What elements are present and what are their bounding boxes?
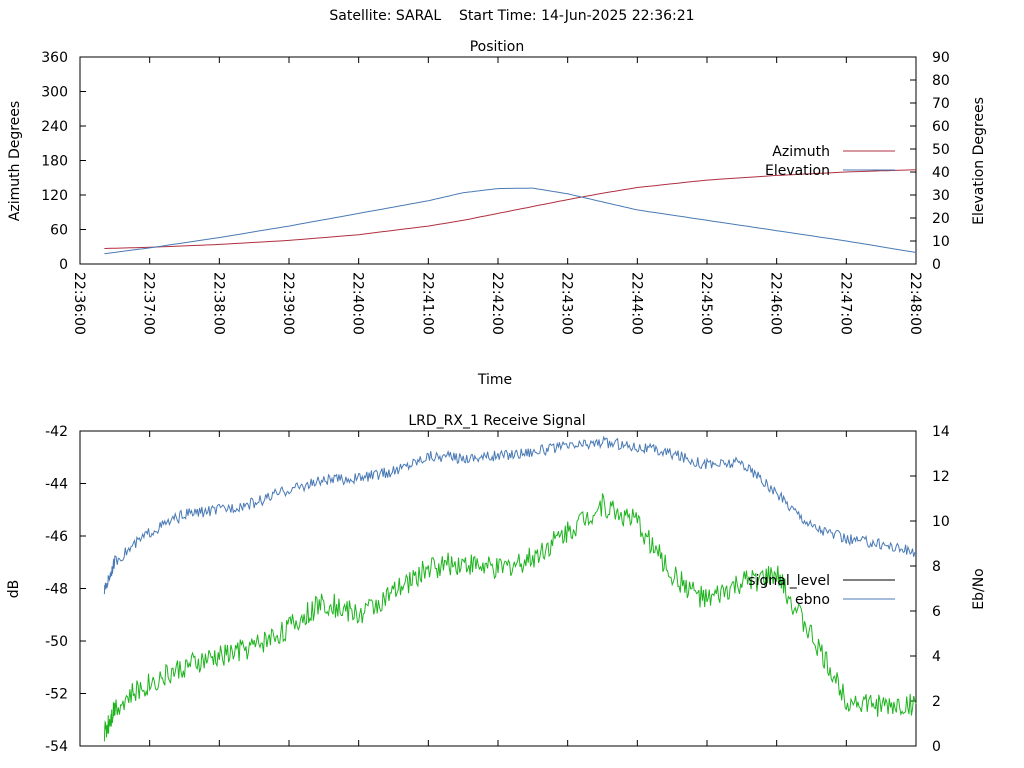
y2-tick-label: 10 [932,514,950,530]
signal-ticks: -54 -52 -50 -48 -46 -44 -42 0 2 4 6 8 10 12 14 [45,424,950,755]
y2-tick-label: 0 [932,257,941,273]
elevation-line [104,187,917,255]
x-tick-label: 22:48:00 [907,272,923,335]
y2-tick-label: 50 [932,142,950,158]
signal-chart: LRD_RX_1 Receive Signal -54-52-50-48-46-… [6,413,987,755]
y2-tick-label: 70 [932,96,950,112]
position-ticks: 22:36:00 22:37:00 22:38:00 22:39:00 22:40:00… [41,50,950,335]
y-tick-label: 360 [41,50,68,66]
y2-tick-label: 90 [932,50,950,66]
x-tick-label: 22:44:00 [628,272,644,335]
y-tick-label: -52 [45,687,68,703]
x-tick-label: 22:40:00 [350,272,366,335]
x-tick-label: 22:38:00 [210,272,226,335]
y-tick-label: -54 [45,739,68,755]
position-chart: Position 22:36:00 22:37:00 22:38:00 22:39:0… [7,39,987,388]
x-tick-label: 22:46:00 [768,272,784,335]
signal-series [103,435,917,742]
x-tick-label: 22:37:00 [141,272,157,335]
y-tick-label: 0 [59,257,68,273]
y2-tick-label: 30 [932,188,950,204]
y2-tick-label: 4 [932,649,941,665]
y-tick-label: 180 [41,154,68,170]
legend-signal-level-label: signal_level [748,573,830,589]
page-header: Satellite: SARAL Start Time: 14-Jun-2025… [0,8,1024,24]
signal-title: LRD_RX_1 Receive Signal [408,413,585,429]
y-tick-label: -46 [45,529,68,545]
y2-tick-label: 10 [932,234,950,250]
y2-tick-label: 12 [932,469,950,485]
x-tick-label: 22:47:00 [837,272,853,335]
y2-tick-label: 6 [932,604,941,620]
y-tick-label: -48 [45,582,68,598]
y-tick-label: 120 [41,188,68,204]
y2-tick-label: 2 [932,694,941,710]
y-tick-label: 60 [50,223,68,239]
signal-ylabel: dB [6,580,22,599]
y2-tick-label: 0 [932,739,941,755]
position-legend: Azimuth Elevation [765,144,895,179]
x-tick-label: 22:42:00 [489,272,505,335]
start-time-label: Start Time: 14-Jun-2025 22:36:21 [458,8,695,24]
signal-level-line [103,493,917,742]
y-tick-label: 300 [41,85,68,101]
ebno-line [103,435,917,595]
legend-azimuth-label: Azimuth [772,144,830,160]
position-title: Position [470,39,525,55]
signal-legend: signal_level ebno [748,573,895,608]
x-tick-label: 22:43:00 [559,272,575,335]
y-tick-label: -42 [45,424,68,440]
x-tick-label: 22:39:00 [280,272,296,335]
y-tick-label: -50 [45,634,68,650]
x-tick-label: 22:45:00 [698,272,714,335]
y2-tick-label: 8 [932,559,941,575]
position-y2label: Elevation Degrees [971,97,987,225]
y2-tick-label: 40 [932,165,950,181]
y-tick-label: 240 [41,119,68,135]
position-series [104,169,917,255]
satellite-label: Satellite: SARAL [329,8,442,24]
position-xlabel: Time [477,372,512,388]
y2-tick-label: 14 [932,424,950,440]
position-ylabel: Azimuth Degrees [7,101,23,221]
x-tick-label: 22:36:00 [71,272,87,335]
azimuth-line [104,169,917,249]
y-tick-label: -44 [45,477,68,493]
x-tick-label: 22:41:00 [419,272,435,335]
signal-y2label: Eb/No [971,568,987,610]
y2-tick-label: 20 [932,211,950,227]
y2-tick-label: 80 [932,73,950,89]
legend-ebno-label: ebno [795,592,830,608]
y2-tick-label: 60 [932,119,950,135]
legend-elevation-label: Elevation [765,163,830,179]
